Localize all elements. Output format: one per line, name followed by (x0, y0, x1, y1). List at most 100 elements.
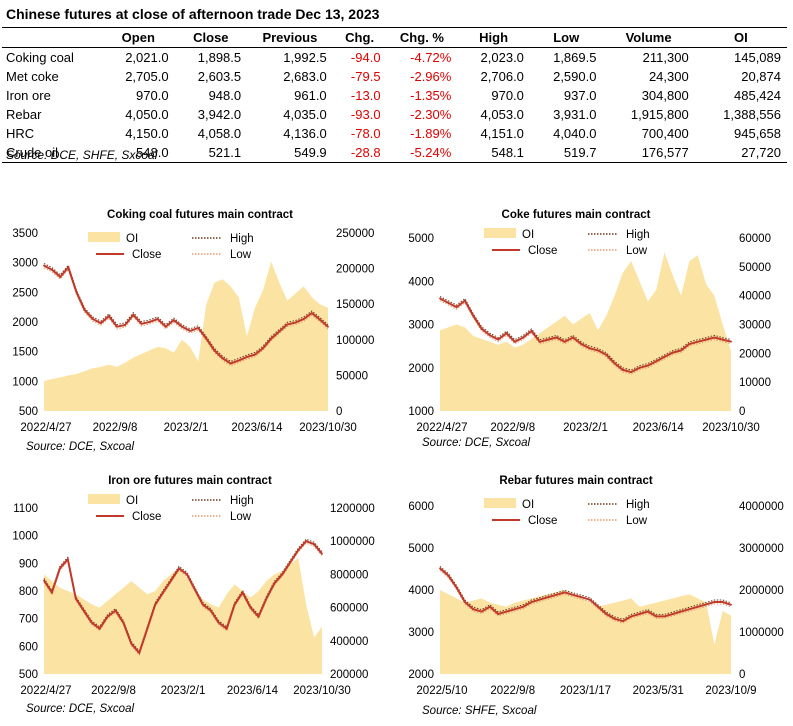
close-point (289, 561, 292, 564)
close-point (538, 340, 541, 343)
close-point (563, 591, 566, 594)
cell-oi: 145,089 (734, 50, 781, 65)
close-point (75, 291, 78, 294)
cell-chg: -13.0 (350, 88, 381, 103)
y-right-tick-label: 600000 (330, 603, 368, 615)
close-point (162, 591, 165, 594)
x-tick-label: 2022/9/8 (93, 422, 138, 434)
cell-chg-pct: -4.72% (410, 50, 452, 65)
legend-low-label: Low (626, 245, 648, 257)
close-point (156, 318, 159, 320)
close-point (464, 299, 466, 302)
close-point (622, 620, 624, 623)
close-series-line (43, 264, 329, 365)
close-point (237, 359, 240, 362)
x-tick-label: 2023/6/14 (633, 422, 685, 434)
close-point (257, 615, 260, 618)
close-point (522, 336, 524, 339)
y-left-tick-label: 2000 (408, 669, 434, 681)
legend-oi-swatch (484, 498, 516, 508)
cell-chg: -94.0 (350, 50, 381, 65)
close-point (83, 309, 86, 311)
close-point (447, 302, 450, 304)
y-right-tick-label: 2000000 (739, 585, 784, 597)
table-row: Crude oil 548.0 521.1 549.9 -28.8 -5.24% 548.1… (2, 143, 787, 163)
close-point (439, 567, 441, 570)
close-point (555, 593, 558, 596)
y-right-tick-label: 1000000 (739, 627, 784, 639)
y-left-tick-label: 500 (19, 669, 38, 681)
close-point (613, 362, 616, 365)
futures-table: Open Close Previous Chg. Chg. % High Low… (2, 27, 787, 163)
close-point (90, 621, 93, 624)
close-series-line (439, 567, 732, 623)
y-left-tick-label: 3500 (12, 228, 38, 240)
cell-open: 2,705.0 (125, 69, 169, 84)
cell-close: 948.0 (208, 88, 242, 103)
x-tick-label: 2023/10/9 (705, 685, 756, 697)
close-point (696, 605, 699, 608)
cell-open: 2,021.0 (125, 50, 169, 65)
cell-open: 548.0 (136, 145, 169, 160)
close-point (172, 319, 175, 322)
close-point (327, 325, 329, 328)
close-point (221, 357, 224, 360)
close-point (605, 613, 608, 615)
cell-previous: 549.9 (294, 145, 327, 160)
coking-coal-chart-svg: Coking coal futures main contract 3500 300… (12, 209, 374, 453)
y-right-tick-label: 1200000 (330, 503, 375, 515)
y-left-tick-label: 1100 (13, 503, 38, 515)
y-right-tick-label: 3000000 (739, 543, 784, 555)
chart-title: Rebar futures main contract (499, 475, 653, 487)
legend-close-label: Close (132, 511, 161, 523)
close-point (67, 266, 70, 269)
cell-high: 4,053.0 (480, 107, 524, 122)
close-point (696, 340, 699, 343)
y-left-tick-label: 900 (19, 558, 38, 570)
close-point (138, 652, 141, 654)
close-point (132, 314, 135, 316)
legend-low-label: Low (230, 249, 252, 261)
y-right-tick-label: 800000 (330, 569, 368, 581)
table-row: Coking coal 2,021.0 1,898.5 1,992.5 -94.0 -4.… (2, 48, 787, 68)
oi-area (440, 252, 731, 411)
x-tick-label: 2023/2/1 (164, 422, 209, 434)
close-point (472, 314, 475, 317)
close-point (680, 349, 682, 352)
close-point (209, 609, 212, 612)
close-point (705, 338, 707, 341)
close-point (51, 591, 53, 594)
table-row: HRC 4,150.0 4,058.0 4,136.0 -78.0 -1.89% 4,151… (2, 124, 787, 143)
legend-low-label: Low (626, 515, 648, 527)
cell-open: 4,050.0 (125, 107, 169, 122)
cell-volume: 176,577 (641, 145, 689, 160)
close-point (310, 312, 313, 314)
close-point (241, 591, 244, 594)
cell-oi: 27,720 (741, 145, 781, 160)
cell-volume: 304,800 (641, 88, 689, 103)
y-left-tick-label: 6000 (408, 501, 434, 513)
close-point (688, 608, 691, 611)
low-series-line (439, 300, 732, 375)
close-point (489, 605, 491, 608)
legend-oi-swatch (88, 232, 120, 242)
x-tick-label: 2022/5/10 (416, 685, 467, 697)
close-point (297, 549, 300, 552)
cell-name: Iron ore (6, 88, 51, 103)
cell-chg-pct: -1.89% (410, 126, 452, 141)
close-point (613, 617, 616, 620)
coking-coal-chart: Coking coal futures main contract 3500 300… (0, 200, 395, 453)
y-right-tick-label: 0 (336, 406, 342, 418)
cell-chg-pct: -2.96% (410, 69, 452, 84)
close-point (663, 356, 666, 358)
x-tick-label: 2023/2/1 (563, 422, 608, 434)
col-header-chg-pct: Chg. % (399, 30, 444, 45)
chart-title: Iron ore futures main contract (108, 475, 272, 487)
close-point (286, 323, 289, 326)
close-point (530, 330, 533, 332)
close-point (281, 573, 284, 576)
cell-name: HRC (6, 126, 35, 141)
y-left-tick-label: 800 (19, 586, 38, 598)
y-left-tick-label: 1500 (12, 347, 38, 359)
close-point (489, 334, 491, 337)
